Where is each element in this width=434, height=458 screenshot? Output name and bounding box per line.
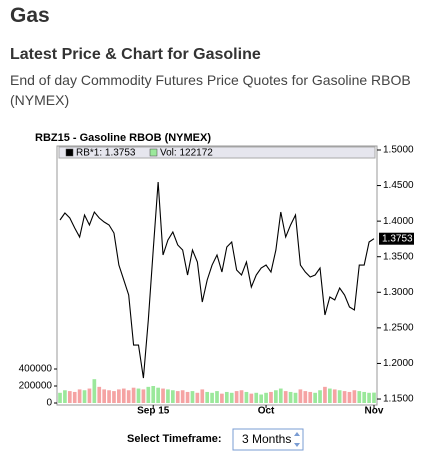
volume-bar xyxy=(146,386,151,403)
volume-bar xyxy=(126,390,131,403)
page-title: Gas xyxy=(10,4,50,27)
volume-bar xyxy=(308,391,313,403)
volume-bar xyxy=(215,391,219,403)
volume-bar xyxy=(234,391,239,403)
y-tick-label: 1.2500 xyxy=(383,323,414,334)
volume-bar xyxy=(58,392,62,403)
volume-bar xyxy=(63,390,67,403)
volume-bar xyxy=(97,386,102,403)
volume-bar xyxy=(117,389,121,403)
volume-bar xyxy=(249,393,254,403)
y-tick-label: 1.5000 xyxy=(383,145,414,156)
volume-bar xyxy=(239,390,244,403)
volume-bar xyxy=(357,391,362,403)
volume-bar xyxy=(347,391,352,403)
volume-bar xyxy=(264,392,268,403)
y-tick-label: 1.4000 xyxy=(383,216,414,227)
volume-bar xyxy=(229,392,234,403)
volume-bar xyxy=(141,389,146,403)
volume-bar xyxy=(298,389,303,403)
volume-bar xyxy=(67,391,72,403)
volume-bar xyxy=(313,392,317,403)
volume-bar xyxy=(332,389,337,403)
volume-bar xyxy=(278,388,283,403)
volume-bar xyxy=(175,391,180,403)
volume-bar xyxy=(259,394,263,403)
volume-bar xyxy=(220,393,224,403)
volume-bar xyxy=(367,392,371,403)
y2-tick-label: 400000 xyxy=(19,364,53,375)
x-tick-label: Sep 15 xyxy=(137,406,170,417)
spinner-arrows[interactable] xyxy=(294,432,300,447)
y2-tick-label: 0 xyxy=(46,398,52,409)
volume-bar xyxy=(205,391,210,403)
legend-label: Vol: 122172 xyxy=(160,148,213,159)
volume-bar xyxy=(92,379,97,403)
volume-bar xyxy=(318,390,322,403)
volume-bar xyxy=(283,391,288,403)
volume-bar xyxy=(372,392,376,403)
timeframe-value[interactable]: 3 Months xyxy=(242,432,291,446)
volume-bar xyxy=(77,389,82,403)
volume-bar xyxy=(254,392,259,403)
last-price-box xyxy=(379,232,414,245)
volume-bar xyxy=(288,391,293,403)
x-tick-label: Nov xyxy=(365,406,384,417)
legend-box xyxy=(58,146,376,159)
volume-bar xyxy=(151,386,156,403)
y-tick-label: 1.1500 xyxy=(383,394,414,405)
y2-tick-label: 200000 xyxy=(19,381,53,392)
volume-bar xyxy=(102,389,106,403)
plot-frame xyxy=(56,145,378,406)
volume-bar xyxy=(328,388,332,403)
volume-bar xyxy=(269,391,273,403)
volume-bar xyxy=(180,390,185,403)
legend-swatch xyxy=(65,148,74,157)
volume-bar xyxy=(121,388,126,403)
volume-bar xyxy=(156,387,160,403)
volume-bar xyxy=(82,390,87,403)
y-tick-label: 1.3500 xyxy=(383,251,414,262)
volume-bar xyxy=(195,392,200,403)
y-tick-label: 1.4500 xyxy=(383,180,414,191)
chart-title: RBZ15 - Gasoline RBOB (NYMEX) xyxy=(35,132,211,144)
legend-swatch xyxy=(149,148,158,157)
volume-bar xyxy=(131,387,136,403)
volume-bar xyxy=(244,391,249,403)
volume-bar xyxy=(185,391,190,403)
volume-bar xyxy=(190,391,195,403)
volume-bar xyxy=(323,386,327,403)
volume-bar xyxy=(136,388,141,403)
price-line xyxy=(59,181,375,379)
legend-label: RB*1: 1.3753 xyxy=(76,148,136,159)
volume-bar xyxy=(107,390,111,403)
volume-bar xyxy=(274,390,278,403)
volume-bar xyxy=(352,390,357,403)
volume-bar xyxy=(337,390,342,403)
volume-bar xyxy=(362,391,367,403)
section-title: Latest Price & Chart for Gasoline xyxy=(10,46,261,63)
y-tick-label: 1.3000 xyxy=(383,287,414,298)
volume-bar xyxy=(303,391,308,403)
volume-bar xyxy=(224,391,229,403)
timeframe-select[interactable] xyxy=(232,428,304,451)
volume-bar xyxy=(171,390,175,403)
volume-bar xyxy=(112,391,116,403)
volume-bar xyxy=(72,391,77,403)
timeframe-label: Select Timeframe: xyxy=(127,433,222,445)
last-price-label: 1.3753 xyxy=(382,233,413,244)
y-tick-label: 1.2000 xyxy=(383,358,414,369)
volume-bar xyxy=(293,392,298,403)
volume-bar xyxy=(210,392,214,403)
volume-bar xyxy=(342,391,347,403)
x-tick-label: Oct xyxy=(258,406,275,417)
description: End of day Commodity Futures Price Quote… xyxy=(10,72,411,108)
volume-bar xyxy=(87,388,92,403)
volume-bar xyxy=(166,389,170,403)
volume-bar xyxy=(161,388,165,403)
volume-bar xyxy=(200,389,205,403)
